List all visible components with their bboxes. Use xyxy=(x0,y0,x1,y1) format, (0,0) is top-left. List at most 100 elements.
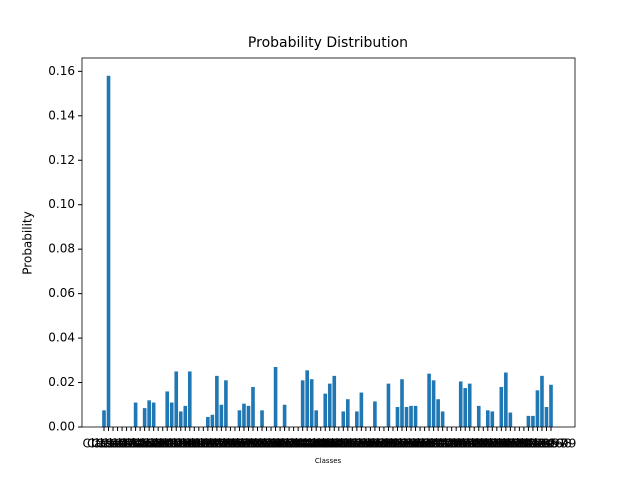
bar xyxy=(206,416,210,427)
x-tick-label: Class 33 xyxy=(228,437,279,451)
x-tick-label: Class 57 xyxy=(336,437,387,451)
bar xyxy=(215,375,219,427)
x-tick-label: Class 28 xyxy=(205,437,256,451)
x-tick-label: Class 94 xyxy=(503,437,554,451)
x-tick-label: Class 92 xyxy=(494,437,545,451)
bar xyxy=(476,405,481,427)
bar xyxy=(282,404,287,427)
bar xyxy=(327,383,332,427)
bar xyxy=(549,384,553,427)
bar xyxy=(413,405,418,427)
bar xyxy=(531,415,535,427)
chart-title: Probability Distribution xyxy=(248,35,408,51)
x-tick-label: Class 21 xyxy=(173,437,224,451)
x-tick-label: Class 19 xyxy=(164,437,215,451)
bar xyxy=(102,410,106,427)
bar xyxy=(467,383,472,427)
x-tick-label: Class 66 xyxy=(377,437,428,451)
y-axis-label: Probability xyxy=(21,211,35,274)
x-tick-label: Class 49 xyxy=(300,437,351,451)
x-tick-label: Class 85 xyxy=(462,437,513,451)
bar xyxy=(187,371,192,427)
bar xyxy=(504,372,508,427)
x-tick-label: Class 51 xyxy=(309,437,360,451)
x-tick-label: Class 54 xyxy=(322,437,373,451)
bar xyxy=(346,399,350,427)
bar xyxy=(540,375,544,427)
x-tick-label: Class 12 xyxy=(133,437,184,451)
bar xyxy=(440,411,445,427)
y-tick-label: 0.04 xyxy=(48,331,75,345)
x-tick-label: Class 43 xyxy=(273,437,324,451)
x-tick-label: Class 47 xyxy=(291,437,342,451)
bar xyxy=(151,402,156,427)
bar xyxy=(485,410,490,427)
bar xyxy=(355,411,359,427)
y-tick-label: 0.12 xyxy=(48,153,75,167)
bar xyxy=(314,410,319,427)
bar xyxy=(251,386,255,427)
bar xyxy=(400,379,404,427)
x-tick-label: Class 0 xyxy=(82,437,125,451)
bar xyxy=(178,411,183,427)
x-tick-label: Class 36 xyxy=(241,437,292,451)
x-tick-label: Class 56 xyxy=(332,437,383,451)
x-tick-label: Class 99 xyxy=(526,437,577,451)
x-tick-label: Class 6 xyxy=(110,437,153,451)
x-tick-label: Class 40 xyxy=(259,437,310,451)
x-tick-label: Class 25 xyxy=(192,437,243,451)
x-tick-label: Class 79 xyxy=(435,437,486,451)
bar xyxy=(535,390,540,427)
x-tick-label: Class 98 xyxy=(521,437,572,451)
x-tick-label: Class 24 xyxy=(187,437,238,451)
x-tick-label: Class 74 xyxy=(413,437,464,451)
bar xyxy=(246,405,251,427)
bar xyxy=(490,411,495,427)
x-tick-label: Class 65 xyxy=(372,437,423,451)
bar xyxy=(458,381,463,427)
bar xyxy=(224,380,228,427)
x-tick-label: Class 82 xyxy=(449,437,500,451)
x-tick-label: Class 39 xyxy=(255,437,306,451)
x-tick-label: Class 68 xyxy=(386,437,437,451)
x-tick-label: Class 90 xyxy=(485,437,536,451)
bar xyxy=(499,386,504,427)
x-tick-label: Class 50 xyxy=(304,437,355,451)
x-tick-label: Class 72 xyxy=(404,437,455,451)
bar xyxy=(174,371,179,427)
x-tick-label: Class 9 xyxy=(123,437,166,451)
plot-frame xyxy=(81,57,576,428)
bar xyxy=(404,406,409,427)
x-tick-label: Class 3 xyxy=(96,437,139,451)
x-tick-label: Class 46 xyxy=(286,437,337,451)
x-tick-label: Class 48 xyxy=(295,437,346,451)
x-tick-label: Class 52 xyxy=(313,437,364,451)
x-tick-label: Class 58 xyxy=(341,437,392,451)
x-tick-label: Class 18 xyxy=(160,437,211,451)
x-tick-label: Class 84 xyxy=(458,437,509,451)
y-tick-label: 0.16 xyxy=(48,64,75,78)
x-tick-label: Class 17 xyxy=(155,437,206,451)
x-tick-label: Class 70 xyxy=(395,437,446,451)
x-tick-label: Class 34 xyxy=(232,437,283,451)
bar xyxy=(242,403,246,427)
x-tick-label: Class 93 xyxy=(499,437,550,451)
y-tick-label: 0.10 xyxy=(48,197,75,211)
x-tick-label: Class 45 xyxy=(282,437,333,451)
bar xyxy=(142,408,147,427)
x-tick-label: Class 64 xyxy=(368,437,419,451)
x-tick-label: Class 97 xyxy=(517,437,568,451)
y-tick-label: 0.08 xyxy=(48,242,75,256)
y-tick-label: 0.14 xyxy=(48,108,75,122)
x-tick-label: Class 61 xyxy=(354,437,405,451)
y-tick-label: 0.00 xyxy=(48,420,75,434)
x-tick-label: Class 37 xyxy=(246,437,297,451)
bar xyxy=(386,383,391,427)
bar xyxy=(373,401,377,427)
x-tick-label: Class 13 xyxy=(137,437,188,451)
x-tick-label: Class 5 xyxy=(105,437,148,451)
x-tick-label: Class 11 xyxy=(128,437,179,451)
bar xyxy=(106,75,111,427)
y-tick-label: 0.02 xyxy=(48,375,75,389)
